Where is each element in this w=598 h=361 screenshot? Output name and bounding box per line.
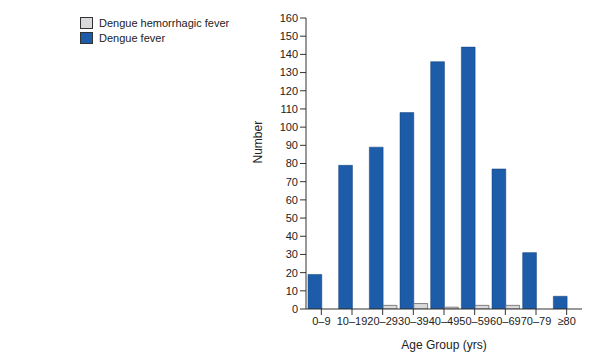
svg-text:110: 110 [280, 103, 298, 115]
svg-text:60–69: 60–69 [490, 315, 521, 327]
svg-text:70–79: 70–79 [521, 315, 552, 327]
svg-text:30–39: 30–39 [398, 315, 429, 327]
svg-text:100: 100 [280, 121, 298, 133]
svg-text:70: 70 [286, 176, 298, 188]
svg-text:120: 120 [280, 85, 298, 97]
svg-text:140: 140 [280, 48, 298, 60]
svg-text:Age Group (yrs): Age Group (yrs) [401, 338, 486, 352]
svg-text:10: 10 [286, 285, 298, 297]
svg-text:150: 150 [280, 30, 298, 42]
html-text:Dengue hemorrhagic fever: Dengue hemorrhagic fever [99, 17, 230, 29]
svg-text:50–59: 50–59 [459, 315, 490, 327]
svg-text:50: 50 [286, 212, 298, 224]
svg-text:40–49: 40–49 [429, 315, 460, 327]
svg-text:40: 40 [286, 230, 298, 242]
svg-text:30: 30 [286, 248, 298, 260]
svg-text:80: 80 [286, 157, 298, 169]
svg-text:160: 160 [280, 12, 298, 24]
html-text:Dengue fever: Dengue fever [99, 32, 165, 44]
svg-text:90: 90 [286, 139, 298, 151]
svg-text:0: 0 [292, 303, 298, 315]
svg-text:20–29: 20–29 [367, 315, 398, 327]
svg-text:0–9: 0–9 [312, 315, 330, 327]
svg-text:130: 130 [280, 66, 298, 78]
svg-text:≥80: ≥80 [558, 315, 576, 327]
svg-text:60: 60 [286, 194, 298, 206]
svg-text:10–19: 10–19 [337, 315, 368, 327]
svg-text:20: 20 [286, 267, 298, 279]
svg-text:Number: Number [251, 121, 265, 164]
